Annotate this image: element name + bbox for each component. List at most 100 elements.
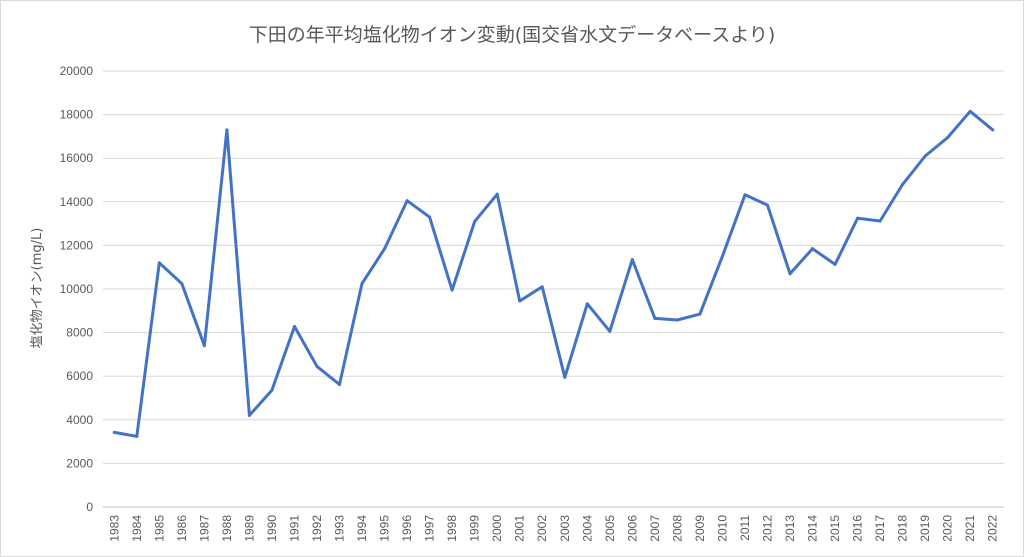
x-tick-label: 2014 bbox=[806, 515, 820, 542]
x-tick-label: 2012 bbox=[760, 515, 774, 542]
data-point bbox=[968, 109, 972, 113]
data-point bbox=[112, 430, 116, 434]
data-point bbox=[630, 258, 634, 262]
x-tick-label: 1990 bbox=[265, 515, 279, 542]
x-tick-label: 1985 bbox=[152, 515, 166, 542]
y-tick-label: 6000 bbox=[66, 369, 93, 383]
data-point bbox=[292, 324, 296, 328]
x-tick-label: 2011 bbox=[738, 515, 752, 541]
series-layer bbox=[112, 109, 995, 438]
x-tick-label: 1989 bbox=[242, 515, 256, 542]
x-tick-label: 2007 bbox=[648, 515, 662, 542]
chart-title: 下田の年平均塩化物イオン変動(国交省水文データベースより) bbox=[249, 24, 776, 46]
data-point bbox=[495, 192, 499, 196]
y-tick-label: 10000 bbox=[60, 282, 94, 296]
x-tick-label: 2009 bbox=[693, 515, 707, 542]
x-tick-label: 2017 bbox=[873, 515, 887, 542]
data-point bbox=[338, 382, 342, 386]
x-tick-label: 1995 bbox=[378, 515, 392, 542]
x-tick-label: 2006 bbox=[625, 515, 639, 542]
y-tick-label: 8000 bbox=[66, 326, 93, 340]
data-point bbox=[720, 254, 724, 258]
y-tick-label: 18000 bbox=[60, 108, 94, 122]
x-tick-label: 2013 bbox=[783, 515, 797, 542]
data-point bbox=[585, 302, 589, 306]
data-point bbox=[428, 215, 432, 219]
x-tick-label: 1996 bbox=[400, 515, 414, 542]
y-tick-label: 16000 bbox=[60, 151, 94, 165]
data-point bbox=[247, 413, 251, 417]
y-axis-label: 塩化物イオン(mg/L) bbox=[30, 228, 45, 349]
data-point bbox=[675, 318, 679, 322]
data-point bbox=[946, 135, 950, 139]
data-point bbox=[540, 285, 544, 289]
data-point bbox=[405, 199, 409, 203]
series-line bbox=[112, 109, 995, 438]
data-point bbox=[856, 216, 860, 220]
x-tick-label: 1986 bbox=[175, 515, 189, 542]
data-point bbox=[563, 375, 567, 379]
data-point bbox=[202, 344, 206, 348]
x-tick-label: 2018 bbox=[896, 515, 910, 542]
data-point bbox=[923, 154, 927, 158]
x-tick-label: 2021 bbox=[963, 515, 977, 542]
data-point bbox=[788, 272, 792, 276]
data-point bbox=[157, 261, 161, 265]
x-tick-label: 1984 bbox=[130, 515, 144, 542]
data-point bbox=[383, 247, 387, 251]
data-point bbox=[225, 128, 229, 132]
data-point bbox=[743, 193, 747, 197]
data-point bbox=[833, 262, 837, 266]
y-tick-label: 14000 bbox=[60, 195, 94, 209]
data-point bbox=[811, 247, 815, 251]
data-point bbox=[315, 364, 319, 368]
x-tick-label: 1998 bbox=[445, 515, 459, 542]
data-point bbox=[450, 288, 454, 292]
x-tick-label: 1987 bbox=[197, 515, 211, 542]
data-point bbox=[653, 316, 657, 320]
data-point bbox=[878, 219, 882, 223]
data-point bbox=[901, 182, 905, 186]
data-point bbox=[765, 203, 769, 207]
data-point bbox=[473, 219, 477, 223]
data-point bbox=[991, 128, 995, 132]
x-tick-label: 2020 bbox=[941, 515, 955, 542]
y-tick-label: 4000 bbox=[66, 413, 93, 427]
x-tick-label: 2010 bbox=[715, 515, 729, 542]
x-tick-label: 2004 bbox=[580, 515, 594, 542]
x-tick-label: 1993 bbox=[333, 515, 347, 542]
y-tick-label: 20000 bbox=[60, 64, 94, 78]
x-tick-label: 2008 bbox=[670, 515, 684, 542]
x-tick-label: 1991 bbox=[287, 515, 301, 542]
x-tick-label: 2005 bbox=[603, 515, 617, 542]
x-tick-label: 2002 bbox=[535, 515, 549, 542]
data-point bbox=[518, 299, 522, 303]
x-tick-label: 2003 bbox=[558, 515, 572, 542]
data-point bbox=[698, 312, 702, 316]
x-tick-label: 2001 bbox=[513, 515, 527, 542]
x-tick-label: 1988 bbox=[220, 515, 234, 542]
data-point bbox=[270, 388, 274, 392]
y-tick-label: 0 bbox=[86, 500, 93, 514]
x-tick-label: 1994 bbox=[355, 515, 369, 542]
y-tick-labels: 0 2000 4000 6000 8000 10000 12000 14000 16000 180… bbox=[60, 64, 94, 514]
data-point bbox=[360, 282, 364, 286]
x-tick-label: 2000 bbox=[490, 515, 504, 542]
data-point bbox=[608, 329, 612, 333]
y-tick-label: 12000 bbox=[60, 238, 94, 252]
data-point bbox=[180, 282, 184, 286]
x-tick-label: 2015 bbox=[828, 515, 842, 542]
x-tick-label: 1997 bbox=[423, 515, 437, 542]
x-tick-label: 1983 bbox=[107, 515, 121, 542]
x-tick-label: 1999 bbox=[468, 515, 482, 542]
gridlines bbox=[103, 70, 1004, 508]
x-tick-label: 1992 bbox=[310, 515, 324, 542]
x-tick-label: 2019 bbox=[918, 515, 932, 542]
y-tick-label: 2000 bbox=[66, 456, 93, 470]
x-tick-labels: 1983 1984 1985 1986 1987 1988 1989 1990 1991 1992… bbox=[107, 515, 999, 542]
x-tick-label: 2016 bbox=[851, 515, 865, 542]
data-point bbox=[135, 434, 139, 438]
x-tick-label: 2022 bbox=[986, 515, 1000, 542]
